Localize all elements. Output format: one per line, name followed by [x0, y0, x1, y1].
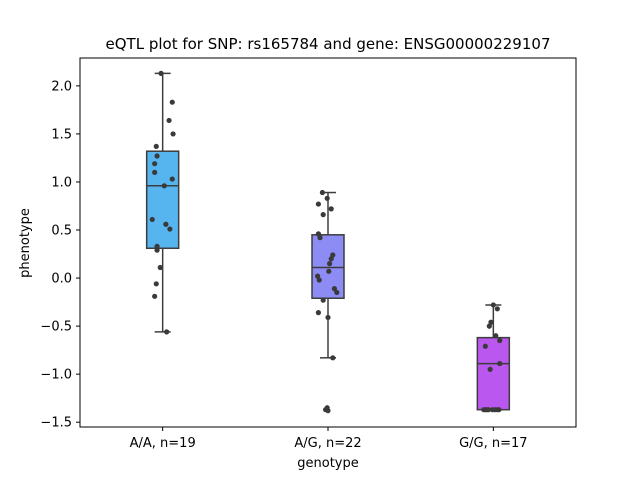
- data-point: [326, 268, 332, 274]
- data-point: [158, 70, 164, 76]
- box-group: [145, 72, 180, 333]
- data-point: [149, 216, 155, 223]
- data-point: [154, 243, 160, 249]
- data-point: [334, 289, 340, 296]
- y-axis-label: phenotype: [18, 208, 33, 278]
- data-point: [163, 221, 169, 227]
- data-point: [494, 306, 500, 312]
- data-point: [152, 293, 158, 299]
- data-point: [325, 408, 331, 414]
- x-axis: A/A, n=19 A/G, n=22 G/G, n=17: [130, 427, 528, 451]
- y-axis: −1.5 −1.0 −0.5 0.0 0.5 1.0 1.5 2.0: [40, 79, 80, 431]
- data-point: [170, 131, 176, 137]
- data-point: [482, 343, 488, 349]
- data-point: [487, 366, 493, 372]
- y-tick-label: 1.5: [51, 127, 72, 142]
- data-point: [486, 323, 492, 329]
- data-point: [152, 169, 158, 175]
- y-tick-label: 0.5: [51, 224, 72, 239]
- data-point: [497, 337, 503, 344]
- box-group: [311, 191, 345, 359]
- data-point: [493, 333, 499, 339]
- data-point: [497, 360, 503, 367]
- data-point: [328, 206, 334, 212]
- y-tick-label: 2.0: [51, 79, 72, 94]
- x-tick-label: G/G, n=17: [459, 436, 527, 451]
- data-point: [325, 314, 331, 321]
- data-point: [331, 286, 337, 292]
- data-point: [167, 226, 173, 232]
- data-point: [166, 117, 172, 124]
- x-tick-label: A/G, n=22: [294, 436, 361, 451]
- data-point: [485, 407, 492, 413]
- data-point: [316, 277, 322, 283]
- data-point: [327, 261, 333, 267]
- data-point: [152, 161, 158, 167]
- data-point: [490, 302, 496, 308]
- data-point: [324, 195, 330, 201]
- y-tick-label: −1.5: [40, 416, 72, 431]
- box-iqr: [145, 150, 180, 250]
- box-iqr: [311, 234, 345, 299]
- data-point: [161, 183, 167, 189]
- data-point: [315, 201, 321, 207]
- y-tick-label: −0.5: [40, 320, 72, 335]
- data-point: [153, 281, 159, 287]
- data-point: [328, 256, 334, 262]
- data-point: [164, 329, 170, 335]
- x-axis-label: genotype: [297, 456, 358, 471]
- data-point: [317, 235, 323, 241]
- x-tick-label: A/A, n=19: [130, 436, 196, 451]
- data-point: [154, 247, 160, 253]
- data-point: [330, 355, 336, 361]
- chart-title: eQTL plot for SNP: rs165784 and gene: EN…: [106, 35, 551, 53]
- y-tick-label: −1.0: [40, 368, 72, 383]
- y-tick-label: 1.0: [51, 175, 72, 190]
- data-point: [320, 297, 326, 303]
- data-point: [319, 189, 325, 196]
- boxes-layer: [145, 72, 511, 411]
- data-point: [154, 153, 160, 159]
- box-iqr: [476, 336, 511, 411]
- points-layer: [149, 70, 503, 414]
- data-point: [315, 310, 321, 316]
- data-point: [496, 407, 502, 413]
- data-point: [169, 99, 175, 105]
- data-point: [320, 212, 326, 218]
- y-tick-label: 0.0: [51, 272, 72, 287]
- data-point: [157, 264, 163, 271]
- data-point: [169, 176, 175, 182]
- data-point: [153, 143, 159, 150]
